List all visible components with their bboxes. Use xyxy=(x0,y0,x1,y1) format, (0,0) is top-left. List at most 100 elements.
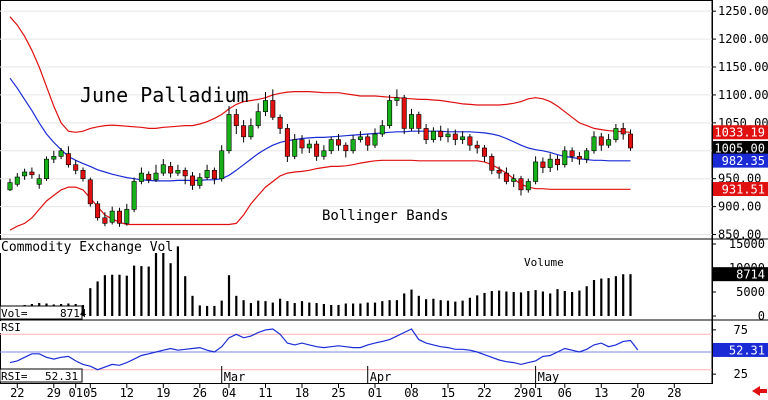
volume-annotation: Volume xyxy=(524,256,564,269)
x-tick-label: 29 xyxy=(47,386,61,400)
candle-body xyxy=(613,128,619,140)
scroll-left-arrow-icon[interactable] xyxy=(752,386,767,396)
candle-body xyxy=(131,181,137,210)
candle-body xyxy=(365,136,371,146)
candle-body xyxy=(146,173,152,181)
candle-body xyxy=(241,125,247,138)
candle-body xyxy=(503,172,509,182)
price-tick-label: 1100.00 xyxy=(718,88,768,102)
candle-body xyxy=(533,161,539,182)
candle-body xyxy=(292,139,298,157)
x-tick-label: 26 xyxy=(193,386,207,400)
volume-bars-group xyxy=(8,246,632,316)
grid xyxy=(0,10,712,236)
candle-body xyxy=(204,170,210,178)
candle-body xyxy=(423,128,429,140)
candle-body xyxy=(138,172,144,182)
upper-band-group xyxy=(9,16,631,231)
x-month-label: Apr xyxy=(370,370,392,384)
candle-body xyxy=(219,150,225,179)
x-tick-label: 04 xyxy=(222,386,236,400)
candle-body xyxy=(416,114,422,129)
x-tick-label: 28 xyxy=(667,386,681,400)
candle-body xyxy=(562,150,568,166)
price-value-tag xyxy=(713,153,768,168)
candle-body xyxy=(262,100,268,112)
candle-body xyxy=(430,130,436,140)
candle-body xyxy=(606,139,612,146)
price-tick-label: 900.00 xyxy=(718,200,761,214)
candle-body xyxy=(467,136,473,146)
candle-body xyxy=(525,181,531,191)
candle-body xyxy=(153,172,159,181)
candle-body xyxy=(43,158,49,179)
candle-body xyxy=(190,175,196,186)
candle-body xyxy=(255,111,261,126)
middle-bollinger-band xyxy=(9,77,631,182)
candle-body xyxy=(117,210,123,224)
candle-body xyxy=(80,170,86,179)
x-tick-label: 12 xyxy=(120,386,134,400)
candle-body xyxy=(569,150,575,157)
candle-body xyxy=(387,100,393,126)
volume-readout-label: Vol= xyxy=(1,307,28,320)
price-value-tag-text: 931.51 xyxy=(722,183,765,197)
candle-body xyxy=(51,156,57,160)
candle-body xyxy=(357,136,363,140)
x-tick-label: 05 xyxy=(83,386,97,400)
x-tick-label: 20 xyxy=(631,386,645,400)
candle-body xyxy=(452,133,458,140)
candle-body xyxy=(445,133,451,138)
candle-body xyxy=(321,150,327,157)
candle-body xyxy=(277,116,283,129)
candle-body xyxy=(226,114,232,152)
price-tick-label: 1200.00 xyxy=(718,32,768,46)
x-tick-label: 13 xyxy=(594,386,608,400)
price-value-tag xyxy=(713,182,768,197)
x-tick-label: 01 xyxy=(528,386,542,400)
candle-body xyxy=(87,179,93,205)
candle-body xyxy=(489,156,495,171)
candle-body xyxy=(394,97,400,101)
rsi-panel-title: RSI xyxy=(1,321,21,334)
volume-value-tag xyxy=(713,267,768,282)
price-tick-label: 1250.00 xyxy=(718,4,768,18)
candle-body xyxy=(306,143,312,149)
x-tick-label: 11 xyxy=(258,386,272,400)
volume-value-tag-text: 8714 xyxy=(736,268,765,282)
plot-frame xyxy=(0,0,713,384)
candle-body xyxy=(95,203,101,219)
x-tick-label: 25 xyxy=(331,386,345,400)
volume-readout-box xyxy=(0,305,83,320)
bollinger-annotation: Bollinger Bands xyxy=(322,208,448,224)
price-value-tag xyxy=(713,140,768,155)
candle-body xyxy=(284,128,290,157)
candle-body xyxy=(22,171,28,177)
volume-panel-title: Commodity Exchange Vol xyxy=(1,240,173,255)
volume-tick-label: 0 xyxy=(758,309,765,323)
candle-body xyxy=(109,210,115,223)
candle-body xyxy=(379,125,385,135)
candle-body xyxy=(211,170,217,179)
candle-body xyxy=(627,133,633,149)
candle-body xyxy=(335,139,341,146)
x-tick-label: 01 xyxy=(368,386,382,400)
rsi-value-tag-text: 52.31 xyxy=(729,343,765,357)
x-tick-label: 22 xyxy=(10,386,24,400)
x-tick-label: 19 xyxy=(156,386,170,400)
rsi-readout-label: RSI= xyxy=(1,370,28,383)
rsi-readout-value: 52.31 xyxy=(45,370,78,383)
candle-body xyxy=(554,158,560,166)
candle-body xyxy=(270,100,276,118)
candle-body xyxy=(233,114,239,126)
candle-body xyxy=(14,176,20,185)
candle-body xyxy=(314,143,320,157)
candle-body xyxy=(124,209,130,224)
candle-body xyxy=(102,217,108,224)
x-tick-label: 22 xyxy=(477,386,491,400)
rsi-tick-label: 75 xyxy=(734,323,748,337)
volume-tick-label: 15000 xyxy=(729,237,765,251)
candle-body xyxy=(547,158,553,168)
